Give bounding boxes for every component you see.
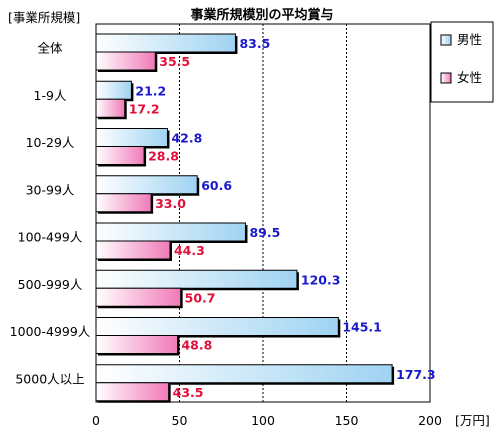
category-label: 100-499人 <box>18 230 83 245</box>
value-labels: 83.5 35.5 21.2 17.2 42.8 28.8 60.6 33.0 89.5 44.3… <box>129 36 436 400</box>
value-label-male: 177.3 <box>396 367 436 382</box>
value-label-female: 28.8 <box>148 149 179 164</box>
x-tick-label: 200 <box>418 413 442 428</box>
value-label-male: 89.5 <box>249 225 280 240</box>
value-label-male: 83.5 <box>239 36 270 51</box>
bar-male <box>95 175 198 195</box>
bar-female <box>95 335 178 354</box>
x-tick-label: 150 <box>335 413 359 428</box>
bar-male <box>95 364 393 384</box>
category-label: 1-9人 <box>34 88 67 103</box>
value-label-male: 120.3 <box>301 272 341 287</box>
category-labels: 全体 1-9人 10-29人 30-99人 100-499人 500-999人 1000-4… <box>10 41 91 387</box>
category-label: 10-29人 <box>26 135 75 150</box>
gridlines <box>95 23 431 403</box>
value-label-female: 43.5 <box>173 385 204 400</box>
legend-label-male: 男性 <box>457 32 482 47</box>
bars <box>95 33 395 403</box>
chart-title: 事業所規模別の平均賞与 <box>190 7 333 23</box>
x-tick-label: 50 <box>172 413 188 428</box>
value-label-female: 33.0 <box>155 196 186 211</box>
legend-swatch-male <box>440 34 452 46</box>
bar-male <box>95 222 246 242</box>
value-label-female: 35.5 <box>159 54 190 69</box>
bar-female <box>95 51 156 71</box>
bar-female <box>95 287 182 307</box>
bar-female <box>95 146 145 165</box>
legend-swatch-female <box>440 72 452 84</box>
category-label: 30-99人 <box>26 182 75 197</box>
category-label: 全体 <box>37 41 63 56</box>
category-header: [事業所規模] <box>8 10 80 25</box>
value-label-female: 44.3 <box>174 243 205 258</box>
category-label: 5000人以上 <box>15 371 84 386</box>
bar-male <box>95 128 168 147</box>
x-tick-label: 0 <box>92 413 100 428</box>
value-label-male: 42.8 <box>171 131 202 146</box>
value-label-female: 17.2 <box>129 101 160 116</box>
bar-female <box>95 382 170 402</box>
value-label-female: 50.7 <box>185 290 216 305</box>
value-label-male: 21.2 <box>135 83 166 98</box>
category-label: 500-999人 <box>18 277 83 292</box>
bar-male <box>95 33 236 53</box>
category-label: 1000-4999人 <box>10 324 91 339</box>
bar-male <box>95 269 298 289</box>
legend: 男性 女性 <box>430 21 494 103</box>
bar-female <box>95 98 126 118</box>
x-tick-label: 100 <box>251 413 275 428</box>
value-label-male: 60.6 <box>201 178 232 193</box>
legend-label-female: 女性 <box>457 70 482 85</box>
value-label-male: 145.1 <box>342 320 382 335</box>
bar-female <box>95 193 152 213</box>
x-axis-unit: [万円] <box>455 413 490 428</box>
value-label-female: 48.8 <box>181 338 212 353</box>
bar-male <box>95 317 339 336</box>
bar-female <box>95 240 171 260</box>
x-tick-labels: 0 50 100 150 200 <box>92 413 442 428</box>
bar-male <box>95 80 132 100</box>
